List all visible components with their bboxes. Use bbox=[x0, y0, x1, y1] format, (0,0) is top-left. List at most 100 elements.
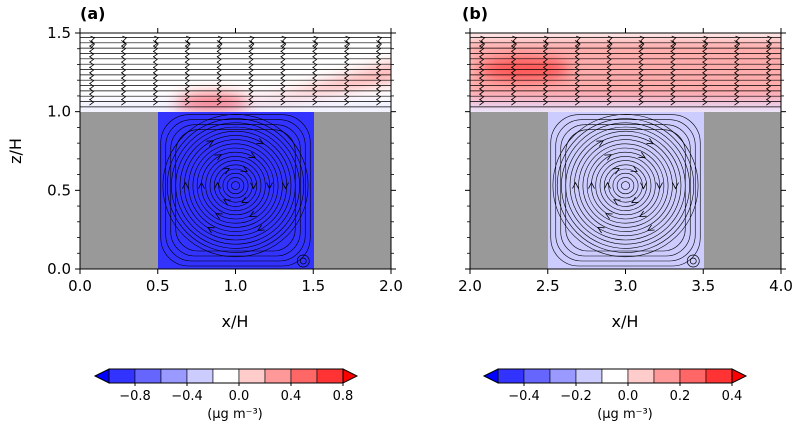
flow-arrow bbox=[574, 61, 580, 69]
vortex-streamline bbox=[603, 164, 647, 207]
flow-arrow bbox=[89, 56, 95, 63]
x-axis-label-a: x/H bbox=[222, 312, 249, 331]
flow-arrow bbox=[479, 77, 485, 85]
flow-arrow bbox=[542, 56, 548, 63]
flow-arrow bbox=[670, 82, 676, 90]
flow-arrow bbox=[734, 72, 740, 79]
flow-arrow bbox=[670, 66, 676, 74]
flow-arrow bbox=[198, 181, 205, 189]
flow-arrow bbox=[280, 88, 286, 95]
canyon-concentration-a bbox=[158, 112, 314, 269]
vortex-streamline bbox=[586, 147, 665, 224]
flow-arrow bbox=[511, 56, 516, 63]
flow-arrow bbox=[248, 151, 256, 159]
flow-arrow bbox=[640, 182, 647, 190]
flow-arrow bbox=[766, 72, 772, 79]
flow-arrow bbox=[121, 61, 126, 69]
flow-arrow bbox=[248, 88, 254, 95]
flow-arrow bbox=[702, 88, 708, 95]
x-tick-label: 1.0 bbox=[224, 277, 248, 295]
flow-arrow bbox=[542, 82, 548, 90]
flow-arrow bbox=[606, 56, 612, 63]
flow-arrow bbox=[215, 213, 223, 220]
flow-arrow bbox=[282, 182, 289, 190]
flow-arrow bbox=[152, 88, 158, 95]
flow-arrow bbox=[479, 45, 485, 53]
vortex-streamline bbox=[582, 143, 669, 228]
y-axis-label-a: z/H bbox=[6, 138, 25, 164]
flow-arrow bbox=[280, 66, 286, 74]
flow-arrow bbox=[542, 45, 548, 53]
ticks-a: 0.0 0.5 1.0 1.5 2.0 0.0 0.5 1.0 1.5 bbox=[47, 24, 403, 295]
flow-arrow bbox=[734, 40, 740, 47]
flow-arrow bbox=[344, 56, 350, 63]
flow-arrow bbox=[376, 66, 382, 74]
vortex-streamline bbox=[175, 129, 296, 252]
flow-arrow bbox=[604, 181, 611, 189]
flow-arrow bbox=[479, 72, 485, 79]
flow-arrow bbox=[152, 82, 158, 90]
flow-arrow bbox=[511, 82, 516, 90]
flow-arrow bbox=[121, 88, 126, 95]
flow-arrow bbox=[479, 88, 485, 95]
flow-arrow bbox=[344, 93, 350, 101]
flow-arrow bbox=[280, 98, 286, 106]
flow-arrow bbox=[248, 40, 254, 47]
flow-arrow bbox=[184, 98, 190, 106]
x-tick-label: 2.0 bbox=[379, 277, 403, 295]
flow-arrow bbox=[542, 66, 548, 74]
flow-arrow bbox=[672, 182, 679, 190]
flow-arrow bbox=[216, 82, 222, 90]
flow-arrow bbox=[240, 165, 248, 172]
flow-arrow bbox=[184, 50, 190, 58]
flow-arrow bbox=[702, 56, 708, 63]
flow-arrow bbox=[574, 93, 580, 101]
vortex-streamline bbox=[565, 129, 686, 252]
colorbar-tick-label: −0.4 bbox=[508, 389, 540, 404]
flow-arrow bbox=[376, 45, 382, 53]
flow-arrow bbox=[596, 140, 604, 147]
flow-arrow bbox=[646, 137, 654, 145]
flow-arrow bbox=[248, 93, 254, 101]
flow-arrow bbox=[606, 82, 612, 90]
vortex-streamline bbox=[591, 151, 660, 220]
flow-arrow bbox=[734, 77, 740, 85]
vortex-streamline bbox=[556, 118, 695, 253]
flow-arrow bbox=[184, 61, 190, 69]
flow-arrow bbox=[542, 93, 548, 101]
flow-arrow bbox=[206, 140, 214, 147]
flow-arrow bbox=[479, 82, 485, 90]
flow-arrow bbox=[216, 40, 222, 47]
colorbar-over-triangle bbox=[342, 368, 359, 384]
flow-arrow bbox=[766, 50, 772, 58]
flow-arrow bbox=[216, 72, 222, 79]
panel-b: 2.0 2.5 3.0 3.5 4.0 (b) x/H bbox=[458, 4, 793, 331]
flow-arrow bbox=[184, 45, 190, 53]
flow-arrow bbox=[312, 77, 318, 85]
flow-arrow bbox=[542, 72, 548, 79]
flow-arrow bbox=[184, 40, 190, 47]
flow-arrow bbox=[702, 77, 708, 85]
flow-arrow bbox=[647, 224, 655, 231]
flow-arrow bbox=[670, 88, 676, 95]
flow-arrow bbox=[702, 50, 708, 58]
flow-arrow bbox=[376, 98, 382, 106]
colorbar-segment bbox=[160, 368, 188, 384]
flow-arrow bbox=[612, 168, 620, 175]
flow-arrow bbox=[670, 77, 676, 85]
flow-arrow bbox=[344, 50, 350, 58]
flow-arrow bbox=[216, 56, 222, 63]
vortex-streamline bbox=[188, 139, 283, 232]
vortex-streamline bbox=[226, 177, 245, 195]
flow-arrow bbox=[280, 50, 286, 58]
flow-arrow bbox=[376, 50, 382, 58]
flow-arrow bbox=[312, 50, 318, 58]
flow-arrow bbox=[734, 98, 740, 106]
flow-arrow bbox=[479, 93, 485, 101]
flow-arrow bbox=[606, 66, 612, 74]
vortex-streamline bbox=[192, 143, 279, 228]
flow-arrow bbox=[152, 45, 158, 53]
colorbar-segment bbox=[186, 368, 214, 384]
y-tick-label: 1.0 bbox=[47, 103, 71, 121]
flow-arrow bbox=[574, 72, 580, 79]
